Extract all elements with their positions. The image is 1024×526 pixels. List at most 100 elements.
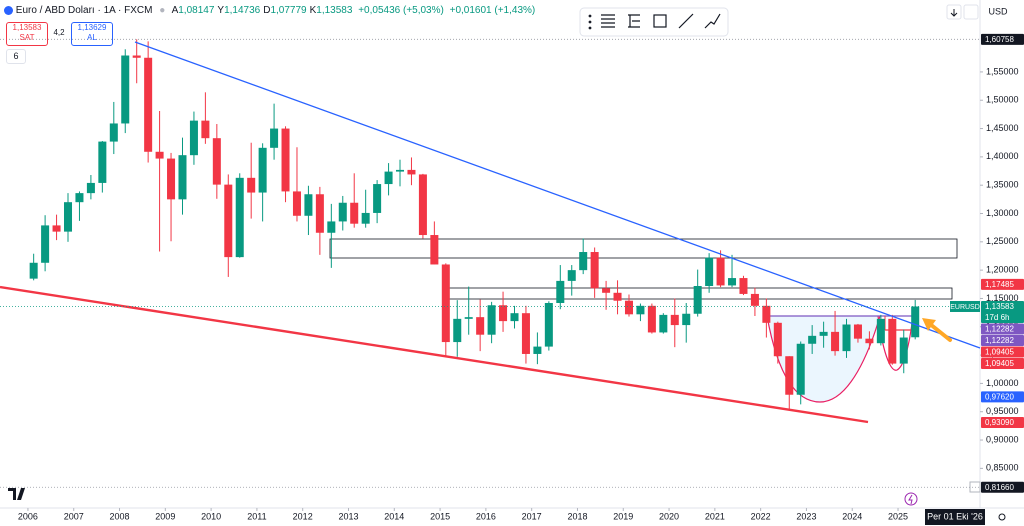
candle-body <box>224 184 233 258</box>
candle-body <box>453 318 462 343</box>
y-tick-label: 1,20000 <box>986 265 1019 275</box>
buy-label: AL <box>87 33 97 42</box>
price-label-box <box>981 278 1024 290</box>
buy-price: 1,13629 <box>77 23 107 32</box>
price-label-box <box>981 346 1024 358</box>
currency[interactable]: USD <box>988 6 1008 16</box>
event-icon[interactable] <box>904 492 918 506</box>
arrow-shaft <box>928 322 952 342</box>
candle-body <box>487 305 496 335</box>
candle-body <box>98 141 107 183</box>
candle-body <box>52 225 61 232</box>
candle-body <box>327 221 336 233</box>
y-tick-label: 0,85000 <box>986 463 1019 473</box>
compare-button[interactable] <box>963 4 979 20</box>
settings-icon[interactable] <box>998 513 1006 521</box>
x-tick-label: 2014 <box>384 511 404 521</box>
candle-body <box>338 202 347 222</box>
price-label: 1,12282 <box>985 325 1014 334</box>
candle-body <box>853 324 862 339</box>
x-tick-label: 2025 <box>888 511 908 521</box>
fib-tool[interactable] <box>601 14 615 28</box>
candle-body <box>247 177 256 193</box>
candle-body <box>590 252 599 289</box>
candle-body <box>373 184 382 213</box>
spread: 4,2 <box>53 28 65 37</box>
resistance-trendline <box>134 41 981 349</box>
candle-body <box>235 177 244 258</box>
down-icon <box>950 9 958 17</box>
candle-body <box>647 305 656 333</box>
candle-body <box>728 278 737 286</box>
candle-body <box>556 280 565 303</box>
price-label: 1,09405 <box>985 359 1014 368</box>
sell-button[interactable]: 1,13583 SAT <box>6 22 48 46</box>
candle-body <box>533 346 542 354</box>
price-label: 0,81660 <box>985 483 1014 492</box>
path-tool[interactable] <box>704 13 721 29</box>
ohlc-value: 1,13583 <box>316 5 353 16</box>
sell-price: 1,13583 <box>12 23 42 32</box>
rect-tool[interactable] <box>653 14 667 28</box>
candle-body <box>819 331 828 336</box>
price-label-box <box>981 391 1024 403</box>
x-tick-label: 2010 <box>201 511 221 521</box>
drawing-toolbar <box>579 7 729 37</box>
candle-body <box>476 317 485 335</box>
x-tick-label: 2009 <box>155 511 175 521</box>
price-label: 1,12282 <box>985 336 1014 345</box>
candle-body <box>567 270 576 281</box>
candle-body <box>121 55 130 124</box>
candle-body <box>693 285 702 314</box>
candle-body <box>750 293 759 306</box>
candle-body <box>579 252 588 271</box>
candle-body <box>155 151 164 159</box>
channel-tool[interactable] <box>628 14 640 28</box>
y-tick-label: 1,55000 <box>986 66 1019 76</box>
candle-body <box>407 169 416 175</box>
candle-body <box>796 343 805 395</box>
ohlc-key: Y <box>217 5 225 16</box>
price-label-box <box>981 334 1024 346</box>
symbol-tag <box>950 300 980 312</box>
candle-body <box>270 128 279 148</box>
y-tick-label: 1,00000 <box>986 378 1019 388</box>
x-tick-label: 2015 <box>430 511 450 521</box>
x-tick-label: 2022 <box>751 511 771 521</box>
candle-body <box>521 313 530 354</box>
candle-body <box>865 338 874 344</box>
y-tick-label: 0,95000 <box>986 406 1019 416</box>
candles <box>29 39 920 411</box>
candle-body <box>464 317 473 319</box>
dot: ● <box>159 5 166 16</box>
indicators-count: 6 <box>13 51 19 61</box>
candle-body <box>682 313 691 326</box>
x-tick-label: 2011 <box>247 511 266 521</box>
candle-body <box>602 288 611 293</box>
zone-box <box>329 238 958 259</box>
candle-body <box>396 169 405 172</box>
candle-body <box>762 305 771 323</box>
symbol-title: Euro / ABD Doları · 1A · FXCM <box>15 5 153 16</box>
ohlc: A1,08147 Y1,14736 D1,07779 K1,13583 <box>172 5 356 16</box>
ohlc-value: 1,14736 <box>224 5 261 16</box>
y-tick-label: 1,50000 <box>986 95 1019 105</box>
candle-body <box>636 305 645 315</box>
x-tick-label: 2021 <box>705 511 725 521</box>
x-tick-label: 2008 <box>110 511 130 521</box>
line-tool[interactable] <box>678 13 694 29</box>
symbol-icon <box>4 5 13 15</box>
buy-button[interactable]: 1,13629 AL <box>71 22 113 46</box>
x-tick-label: 2020 <box>659 511 679 521</box>
y-tick-label: 1,35000 <box>986 180 1019 190</box>
ohlc-value: 1,07779 <box>270 5 307 16</box>
candle-body <box>315 194 324 233</box>
candle-body <box>430 235 439 265</box>
candle-body <box>418 174 427 236</box>
candle-body <box>773 322 782 357</box>
indicators-toggle[interactable]: 6 <box>6 49 26 64</box>
price-label: 1,60758 <box>985 35 1014 44</box>
price-label: 1,13583 <box>985 302 1014 311</box>
candle-body <box>41 225 50 263</box>
